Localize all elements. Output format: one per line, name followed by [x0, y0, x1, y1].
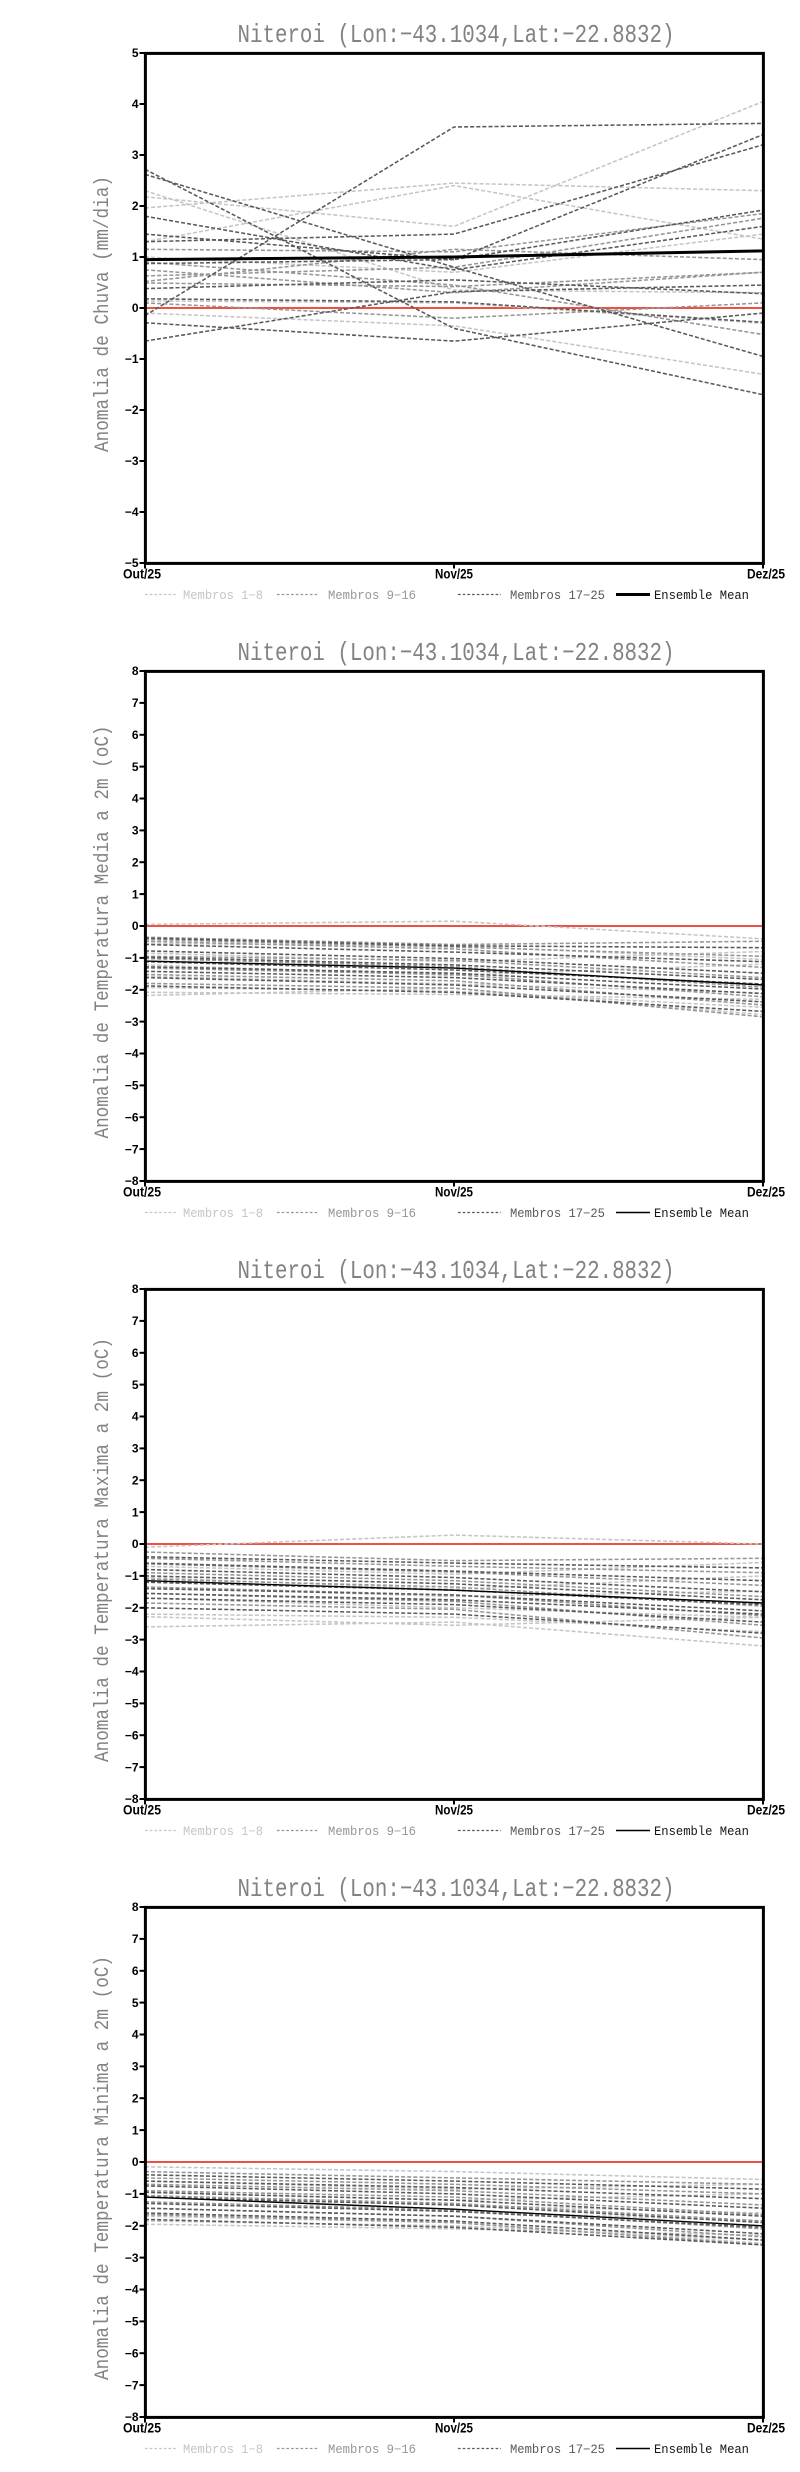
- svg-text:−2: −2: [125, 403, 139, 417]
- svg-text:7: 7: [132, 1314, 139, 1328]
- svg-text:Membros 1−8: Membros 1−8: [183, 589, 263, 603]
- svg-text:Niteroi (Lon:−43.1034,Lat:−22.: Niteroi (Lon:−43.1034,Lat:−22.8832): [238, 638, 675, 668]
- svg-text:Membros 17−25: Membros 17−25: [510, 589, 605, 603]
- svg-text:7: 7: [132, 1932, 139, 1946]
- svg-text:−8: −8: [125, 1174, 139, 1188]
- svg-text:Nov/25: Nov/25: [435, 1184, 473, 1200]
- svg-text:Dez/25: Dez/25: [747, 566, 785, 582]
- svg-text:−7: −7: [125, 1142, 139, 1156]
- svg-text:Nov/25: Nov/25: [435, 566, 473, 582]
- svg-text:4: 4: [132, 1410, 139, 1424]
- svg-text:Ensemble Mean: Ensemble Mean: [654, 1825, 749, 1839]
- svg-text:8: 8: [132, 1900, 139, 1914]
- svg-text:Ensemble Mean: Ensemble Mean: [654, 2443, 749, 2457]
- svg-text:2: 2: [132, 1474, 139, 1488]
- svg-text:Anomalia de Temperatura Media: Anomalia de Temperatura Media a 2m (oC): [92, 726, 115, 1139]
- svg-text:2: 2: [132, 2091, 139, 2105]
- svg-text:−1: −1: [125, 2187, 139, 2201]
- svg-text:0: 0: [132, 301, 139, 315]
- svg-text:−6: −6: [125, 1111, 139, 1125]
- svg-text:0: 0: [132, 919, 139, 933]
- svg-text:7: 7: [132, 696, 139, 710]
- svg-text:−6: −6: [125, 2346, 139, 2360]
- svg-text:Nov/25: Nov/25: [435, 2420, 473, 2436]
- svg-text:Membros 1−8: Membros 1−8: [183, 2443, 263, 2457]
- svg-text:−6: −6: [125, 1729, 139, 1743]
- svg-text:1: 1: [132, 250, 139, 264]
- svg-text:−3: −3: [125, 1633, 139, 1647]
- svg-text:−2: −2: [125, 1601, 139, 1615]
- svg-text:Dez/25: Dez/25: [747, 1184, 785, 1200]
- svg-text:0: 0: [132, 2155, 139, 2169]
- svg-text:−8: −8: [125, 2410, 139, 2424]
- svg-text:1: 1: [132, 1505, 139, 1519]
- svg-text:Membros 17−25: Membros 17−25: [510, 2443, 605, 2457]
- svg-text:5: 5: [132, 760, 139, 774]
- svg-text:4: 4: [132, 97, 139, 111]
- svg-text:8: 8: [132, 1282, 139, 1296]
- svg-text:−3: −3: [125, 1015, 139, 1029]
- svg-text:Ensemble Mean: Ensemble Mean: [654, 1207, 749, 1221]
- svg-text:−1: −1: [125, 951, 139, 965]
- svg-text:Membros 1−8: Membros 1−8: [183, 1825, 263, 1839]
- svg-text:−1: −1: [125, 1569, 139, 1583]
- svg-text:−5: −5: [125, 556, 139, 570]
- svg-text:−3: −3: [125, 2251, 139, 2265]
- svg-text:−8: −8: [125, 1792, 139, 1806]
- svg-text:Anomalia de Temperatura Minima: Anomalia de Temperatura Minima a 2m (oC): [92, 1956, 115, 2380]
- svg-text:−5: −5: [125, 2315, 139, 2329]
- svg-text:Anomalia de Temperatura Maxima: Anomalia de Temperatura Maxima a 2m (oC): [92, 1338, 115, 1762]
- svg-text:Membros 17−25: Membros 17−25: [510, 1825, 605, 1839]
- svg-text:−2: −2: [125, 2219, 139, 2233]
- svg-text:Niteroi (Lon:−43.1034,Lat:−22.: Niteroi (Lon:−43.1034,Lat:−22.8832): [238, 20, 675, 50]
- svg-text:8: 8: [132, 664, 139, 678]
- svg-text:3: 3: [132, 2060, 139, 2074]
- svg-text:−2: −2: [125, 983, 139, 997]
- svg-text:5: 5: [132, 1996, 139, 2010]
- svg-text:Ensemble Mean: Ensemble Mean: [654, 589, 749, 603]
- svg-text:−5: −5: [125, 1079, 139, 1093]
- svg-text:Membros 9−16: Membros 9−16: [328, 1825, 416, 1839]
- svg-text:Out/25: Out/25: [123, 1802, 161, 1818]
- svg-text:6: 6: [132, 728, 139, 742]
- svg-text:Out/25: Out/25: [123, 566, 161, 582]
- svg-text:−7: −7: [125, 2378, 139, 2392]
- svg-text:4: 4: [132, 2028, 139, 2042]
- svg-text:2: 2: [132, 199, 139, 213]
- svg-text:−7: −7: [125, 1760, 139, 1774]
- svg-text:2: 2: [132, 856, 139, 870]
- svg-text:Dez/25: Dez/25: [747, 2420, 785, 2436]
- svg-text:−1: −1: [125, 352, 139, 366]
- svg-text:Niteroi (Lon:−43.1034,Lat:−22.: Niteroi (Lon:−43.1034,Lat:−22.8832): [238, 1874, 675, 1904]
- svg-text:−4: −4: [125, 1047, 139, 1061]
- svg-text:3: 3: [132, 824, 139, 838]
- svg-text:−5: −5: [125, 1697, 139, 1711]
- svg-text:Anomalia de Chuva (mm/dia): Anomalia de Chuva (mm/dia): [92, 176, 115, 452]
- svg-text:−3: −3: [125, 454, 139, 468]
- svg-text:Dez/25: Dez/25: [747, 1802, 785, 1818]
- svg-text:Membros 1−8: Membros 1−8: [183, 1207, 263, 1221]
- svg-text:1: 1: [132, 887, 139, 901]
- svg-text:Nov/25: Nov/25: [435, 1802, 473, 1818]
- svg-text:6: 6: [132, 1964, 139, 1978]
- svg-text:Niteroi (Lon:−43.1034,Lat:−22.: Niteroi (Lon:−43.1034,Lat:−22.8832): [238, 1256, 675, 1286]
- svg-text:−4: −4: [125, 2283, 139, 2297]
- svg-text:Membros 9−16: Membros 9−16: [328, 589, 416, 603]
- svg-text:3: 3: [132, 1442, 139, 1456]
- svg-text:4: 4: [132, 792, 139, 806]
- svg-text:Out/25: Out/25: [123, 2420, 161, 2436]
- svg-text:5: 5: [132, 46, 139, 60]
- svg-text:Out/25: Out/25: [123, 1184, 161, 1200]
- svg-text:6: 6: [132, 1346, 139, 1360]
- svg-text:5: 5: [132, 1378, 139, 1392]
- svg-text:−4: −4: [125, 505, 139, 519]
- svg-text:Membros 17−25: Membros 17−25: [510, 1207, 605, 1221]
- svg-text:0: 0: [132, 1537, 139, 1551]
- svg-text:Membros 9−16: Membros 9−16: [328, 2443, 416, 2457]
- svg-text:3: 3: [132, 148, 139, 162]
- svg-text:Membros 9−16: Membros 9−16: [328, 1207, 416, 1221]
- svg-text:−4: −4: [125, 1665, 139, 1679]
- svg-text:1: 1: [132, 2123, 139, 2137]
